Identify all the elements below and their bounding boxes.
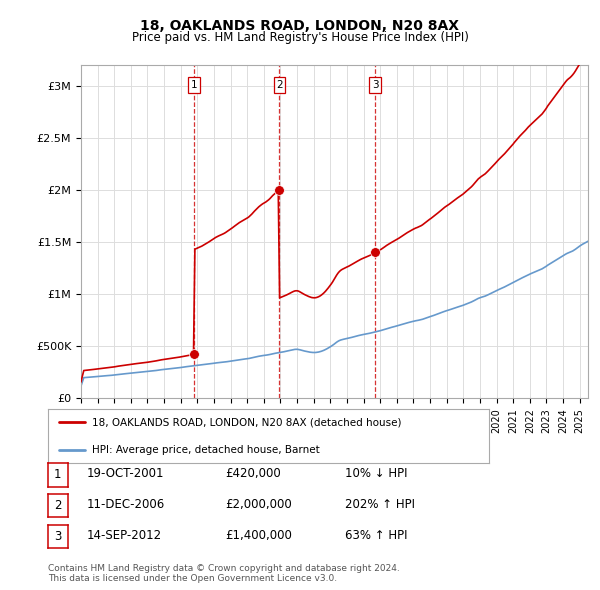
Text: 1: 1 xyxy=(191,80,197,90)
Text: 18, OAKLANDS ROAD, LONDON, N20 8AX: 18, OAKLANDS ROAD, LONDON, N20 8AX xyxy=(140,19,460,34)
Text: 3: 3 xyxy=(54,530,62,543)
Text: £2,000,000: £2,000,000 xyxy=(225,498,292,511)
Text: 3: 3 xyxy=(372,80,379,90)
Text: £420,000: £420,000 xyxy=(225,467,281,480)
Text: 19-OCT-2001: 19-OCT-2001 xyxy=(87,467,164,480)
Text: 202% ↑ HPI: 202% ↑ HPI xyxy=(345,498,415,511)
Text: 11-DEC-2006: 11-DEC-2006 xyxy=(87,498,165,511)
Text: £1,400,000: £1,400,000 xyxy=(225,529,292,542)
Text: Price paid vs. HM Land Registry's House Price Index (HPI): Price paid vs. HM Land Registry's House … xyxy=(131,31,469,44)
Text: 63% ↑ HPI: 63% ↑ HPI xyxy=(345,529,407,542)
Text: HPI: Average price, detached house, Barnet: HPI: Average price, detached house, Barn… xyxy=(92,445,320,454)
Text: 18, OAKLANDS ROAD, LONDON, N20 8AX (detached house): 18, OAKLANDS ROAD, LONDON, N20 8AX (deta… xyxy=(92,418,401,427)
Text: 2: 2 xyxy=(54,499,62,512)
Text: Contains HM Land Registry data © Crown copyright and database right 2024.: Contains HM Land Registry data © Crown c… xyxy=(48,565,400,573)
Text: This data is licensed under the Open Government Licence v3.0.: This data is licensed under the Open Gov… xyxy=(48,574,337,583)
Text: 2: 2 xyxy=(276,80,283,90)
Text: 10% ↓ HPI: 10% ↓ HPI xyxy=(345,467,407,480)
Text: 14-SEP-2012: 14-SEP-2012 xyxy=(87,529,162,542)
Text: 1: 1 xyxy=(54,468,62,481)
